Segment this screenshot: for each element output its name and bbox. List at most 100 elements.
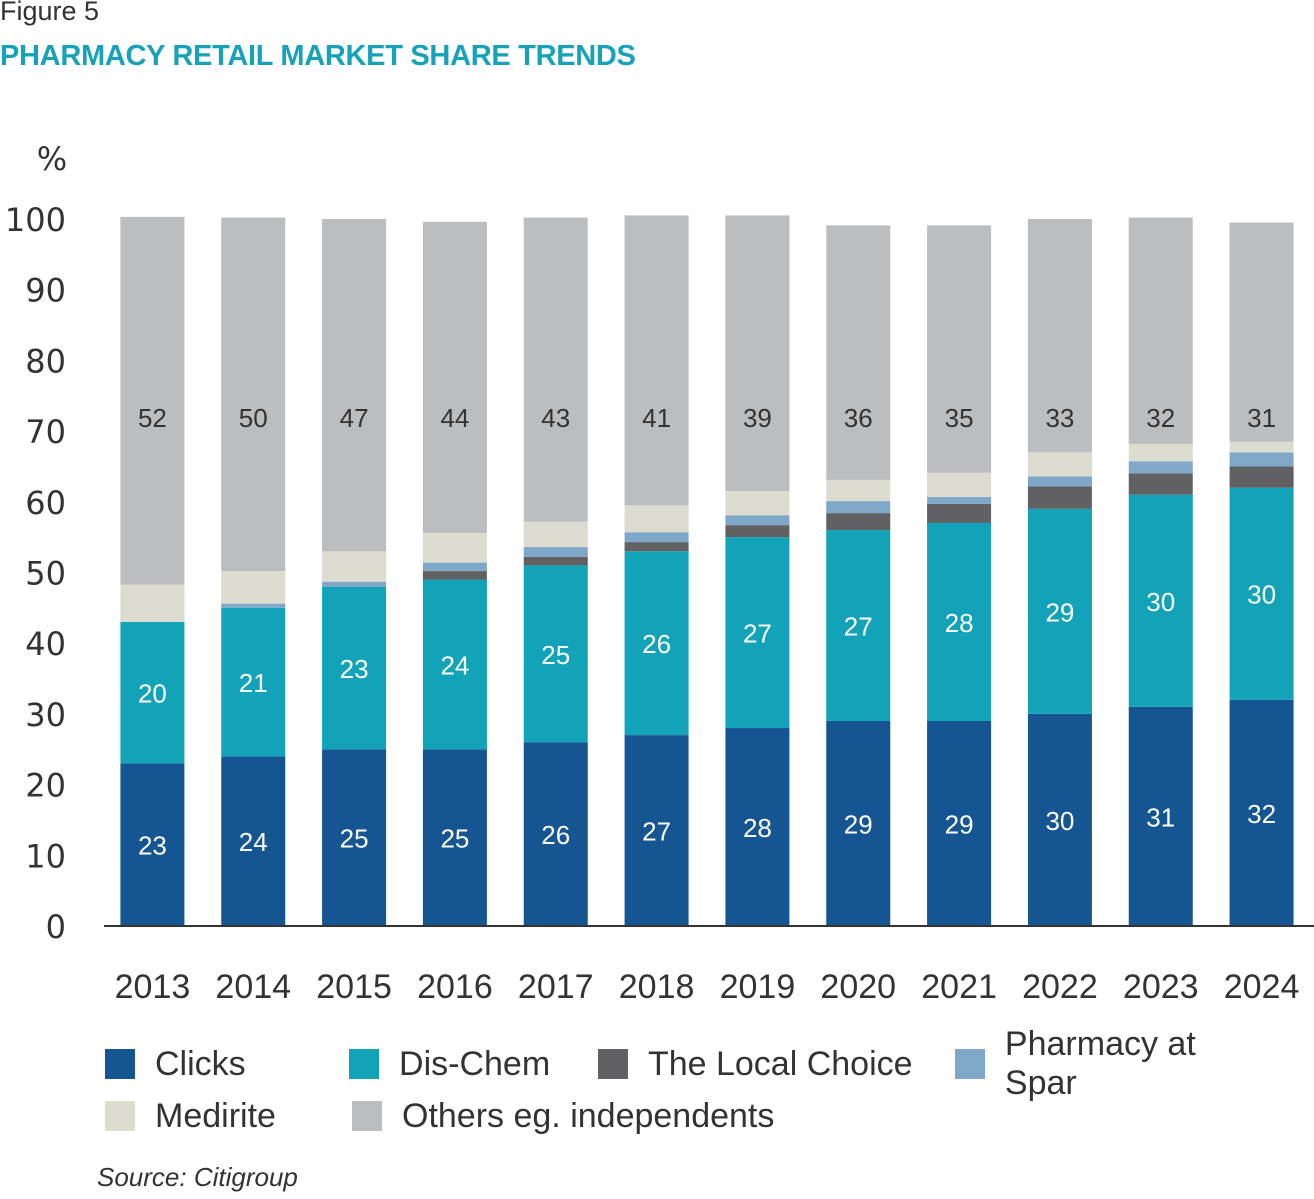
x-tick-label: 2023 xyxy=(1123,968,1199,1006)
data-label: 35 xyxy=(945,403,974,433)
y-tick-label: 30 xyxy=(25,696,66,734)
data-label: 24 xyxy=(440,650,469,680)
y-tick-label: 20 xyxy=(25,767,66,805)
data-label: 29 xyxy=(844,809,873,839)
source-note: Source: Citigroup xyxy=(97,1162,298,1192)
bar-segment-medirite xyxy=(322,551,387,582)
bar-segment-pharmacy-at-spar xyxy=(927,496,992,504)
data-label: 30 xyxy=(1146,587,1175,617)
y-axis-unit-label: % xyxy=(37,140,67,178)
chart-title: PHARMACY RETAIL MARKET SHARE TRENDS xyxy=(0,40,636,72)
y-tick-label: 0 xyxy=(46,908,66,946)
bar-segment-pharmacy-at-spar xyxy=(1229,452,1294,467)
data-label: 36 xyxy=(844,403,873,433)
data-label: 32 xyxy=(1247,799,1276,829)
bar-segment-clicks xyxy=(322,749,387,926)
data-label: 27 xyxy=(642,817,671,847)
bar-segment-dis-chem xyxy=(523,565,588,743)
legend-swatch-clicks xyxy=(105,1049,135,1079)
legend-label-the-local-choice: The Local Choice xyxy=(647,1044,913,1083)
bar-segment-clicks xyxy=(927,720,992,926)
bar-segment-clicks xyxy=(826,720,891,926)
legend-label-medirite: Medirite xyxy=(155,1096,276,1135)
x-tick-label: 2022 xyxy=(1022,968,1098,1006)
data-label: 39 xyxy=(743,403,772,433)
data-label: 44 xyxy=(440,403,469,433)
bar-segment-clicks xyxy=(725,728,790,926)
legend-label-pharmacy-at-spar: Pharmacy at Spar xyxy=(1004,1025,1196,1102)
data-label: 28 xyxy=(743,813,772,843)
bar-segment-medirite xyxy=(523,521,588,548)
bar-segment-pharmacy-at-spar xyxy=(322,581,387,587)
data-label: 31 xyxy=(1146,802,1175,832)
y-tick-label: 70 xyxy=(25,413,66,451)
legend-item-others: Others eg. independents xyxy=(352,1097,774,1136)
bar-segment-pharmacy-at-spar xyxy=(523,547,588,557)
x-tick-label: 2019 xyxy=(720,968,796,1006)
bar-segment-dis-chem xyxy=(624,551,689,736)
bar-segment-clicks xyxy=(422,749,487,926)
bar-segment-clicks xyxy=(221,756,286,926)
bar-segment-medirite xyxy=(1027,452,1092,477)
bar-segment-the-local-choice xyxy=(826,513,891,531)
bar-segment-pharmacy-at-spar xyxy=(221,603,286,608)
bar-segment-clicks xyxy=(624,735,689,926)
bar-segment-dis-chem xyxy=(826,530,891,721)
y-tick-label: 50 xyxy=(25,555,66,593)
bar-segment-pharmacy-at-spar xyxy=(1027,476,1092,487)
x-tick-label: 2016 xyxy=(417,968,493,1006)
bar-segment-dis-chem xyxy=(120,621,185,764)
bar-segment-medirite xyxy=(120,584,185,622)
y-tick-label: 40 xyxy=(25,625,66,663)
bar-segment-medirite xyxy=(725,491,790,516)
data-label: 47 xyxy=(340,403,369,433)
legend-row-1: Clicks Dis-Chem The Local Choice Pharmac… xyxy=(105,1025,1305,1102)
bar-segment-clicks xyxy=(1128,706,1193,926)
bar-segment-the-local-choice xyxy=(927,503,992,524)
legend: Clicks Dis-Chem The Local Choice Pharmac… xyxy=(105,1025,1305,1142)
data-label: 23 xyxy=(340,654,369,684)
bar-segment-clicks xyxy=(120,763,185,926)
x-tick-label: 2017 xyxy=(518,968,594,1006)
bar-segment-others-eg-independents xyxy=(422,221,487,533)
x-tick-label: 2020 xyxy=(820,968,896,1006)
stacked-bar-chart: % 0 10 20 30 40 50 60 70 80 90 100 23 20 52 2013 24 21 50 2… xyxy=(5,140,1314,1006)
y-tick-label: 90 xyxy=(25,272,66,310)
data-label: 23 xyxy=(138,831,167,861)
data-label: 33 xyxy=(1045,403,1074,433)
bar-segment-others-eg-independents xyxy=(1229,222,1294,442)
bar-segment-others-eg-independents xyxy=(221,217,286,572)
bar-segment-others-eg-independents xyxy=(523,217,588,522)
bar-segment-dis-chem xyxy=(1027,508,1092,714)
x-tick-label: 2013 xyxy=(115,968,191,1006)
bar-segment-dis-chem xyxy=(322,586,387,750)
legend-swatch-dis-chem xyxy=(349,1049,380,1079)
data-label: 27 xyxy=(844,612,873,642)
data-label: 26 xyxy=(642,629,671,659)
bar-segment-medirite xyxy=(1128,443,1193,462)
legend-item-the-local-choice: The Local Choice xyxy=(597,1044,923,1084)
bar-segment-the-local-choice xyxy=(1027,486,1092,509)
legend-swatch-the-local-choice xyxy=(597,1049,628,1079)
x-tick-label: 2021 xyxy=(921,968,997,1006)
data-label: 43 xyxy=(541,403,570,433)
bar-segment-pharmacy-at-spar xyxy=(624,532,689,543)
bar-segment-dis-chem xyxy=(221,607,286,757)
data-label: 30 xyxy=(1247,580,1276,610)
bar-segment-dis-chem xyxy=(1229,487,1294,700)
bar-segment-the-local-choice xyxy=(1229,466,1294,488)
bar-segment-pharmacy-at-spar xyxy=(725,515,790,526)
legend-label-others: Others eg. independents xyxy=(402,1096,775,1135)
data-label: 28 xyxy=(945,608,974,638)
data-label: 32 xyxy=(1146,403,1175,433)
legend-label-dis-chem: Dis-Chem xyxy=(399,1044,551,1083)
data-label: 29 xyxy=(1045,597,1074,627)
bar-segment-others-eg-independents xyxy=(1128,217,1193,444)
y-tick-label: 10 xyxy=(25,837,66,875)
data-label: 25 xyxy=(340,824,369,854)
bar-segment-medirite xyxy=(826,479,891,502)
figure-label: Figure 5 xyxy=(0,0,100,26)
legend-label-clicks: Clicks xyxy=(155,1044,246,1083)
data-label: 52 xyxy=(138,403,167,433)
bar-segment-the-local-choice xyxy=(1128,473,1193,495)
